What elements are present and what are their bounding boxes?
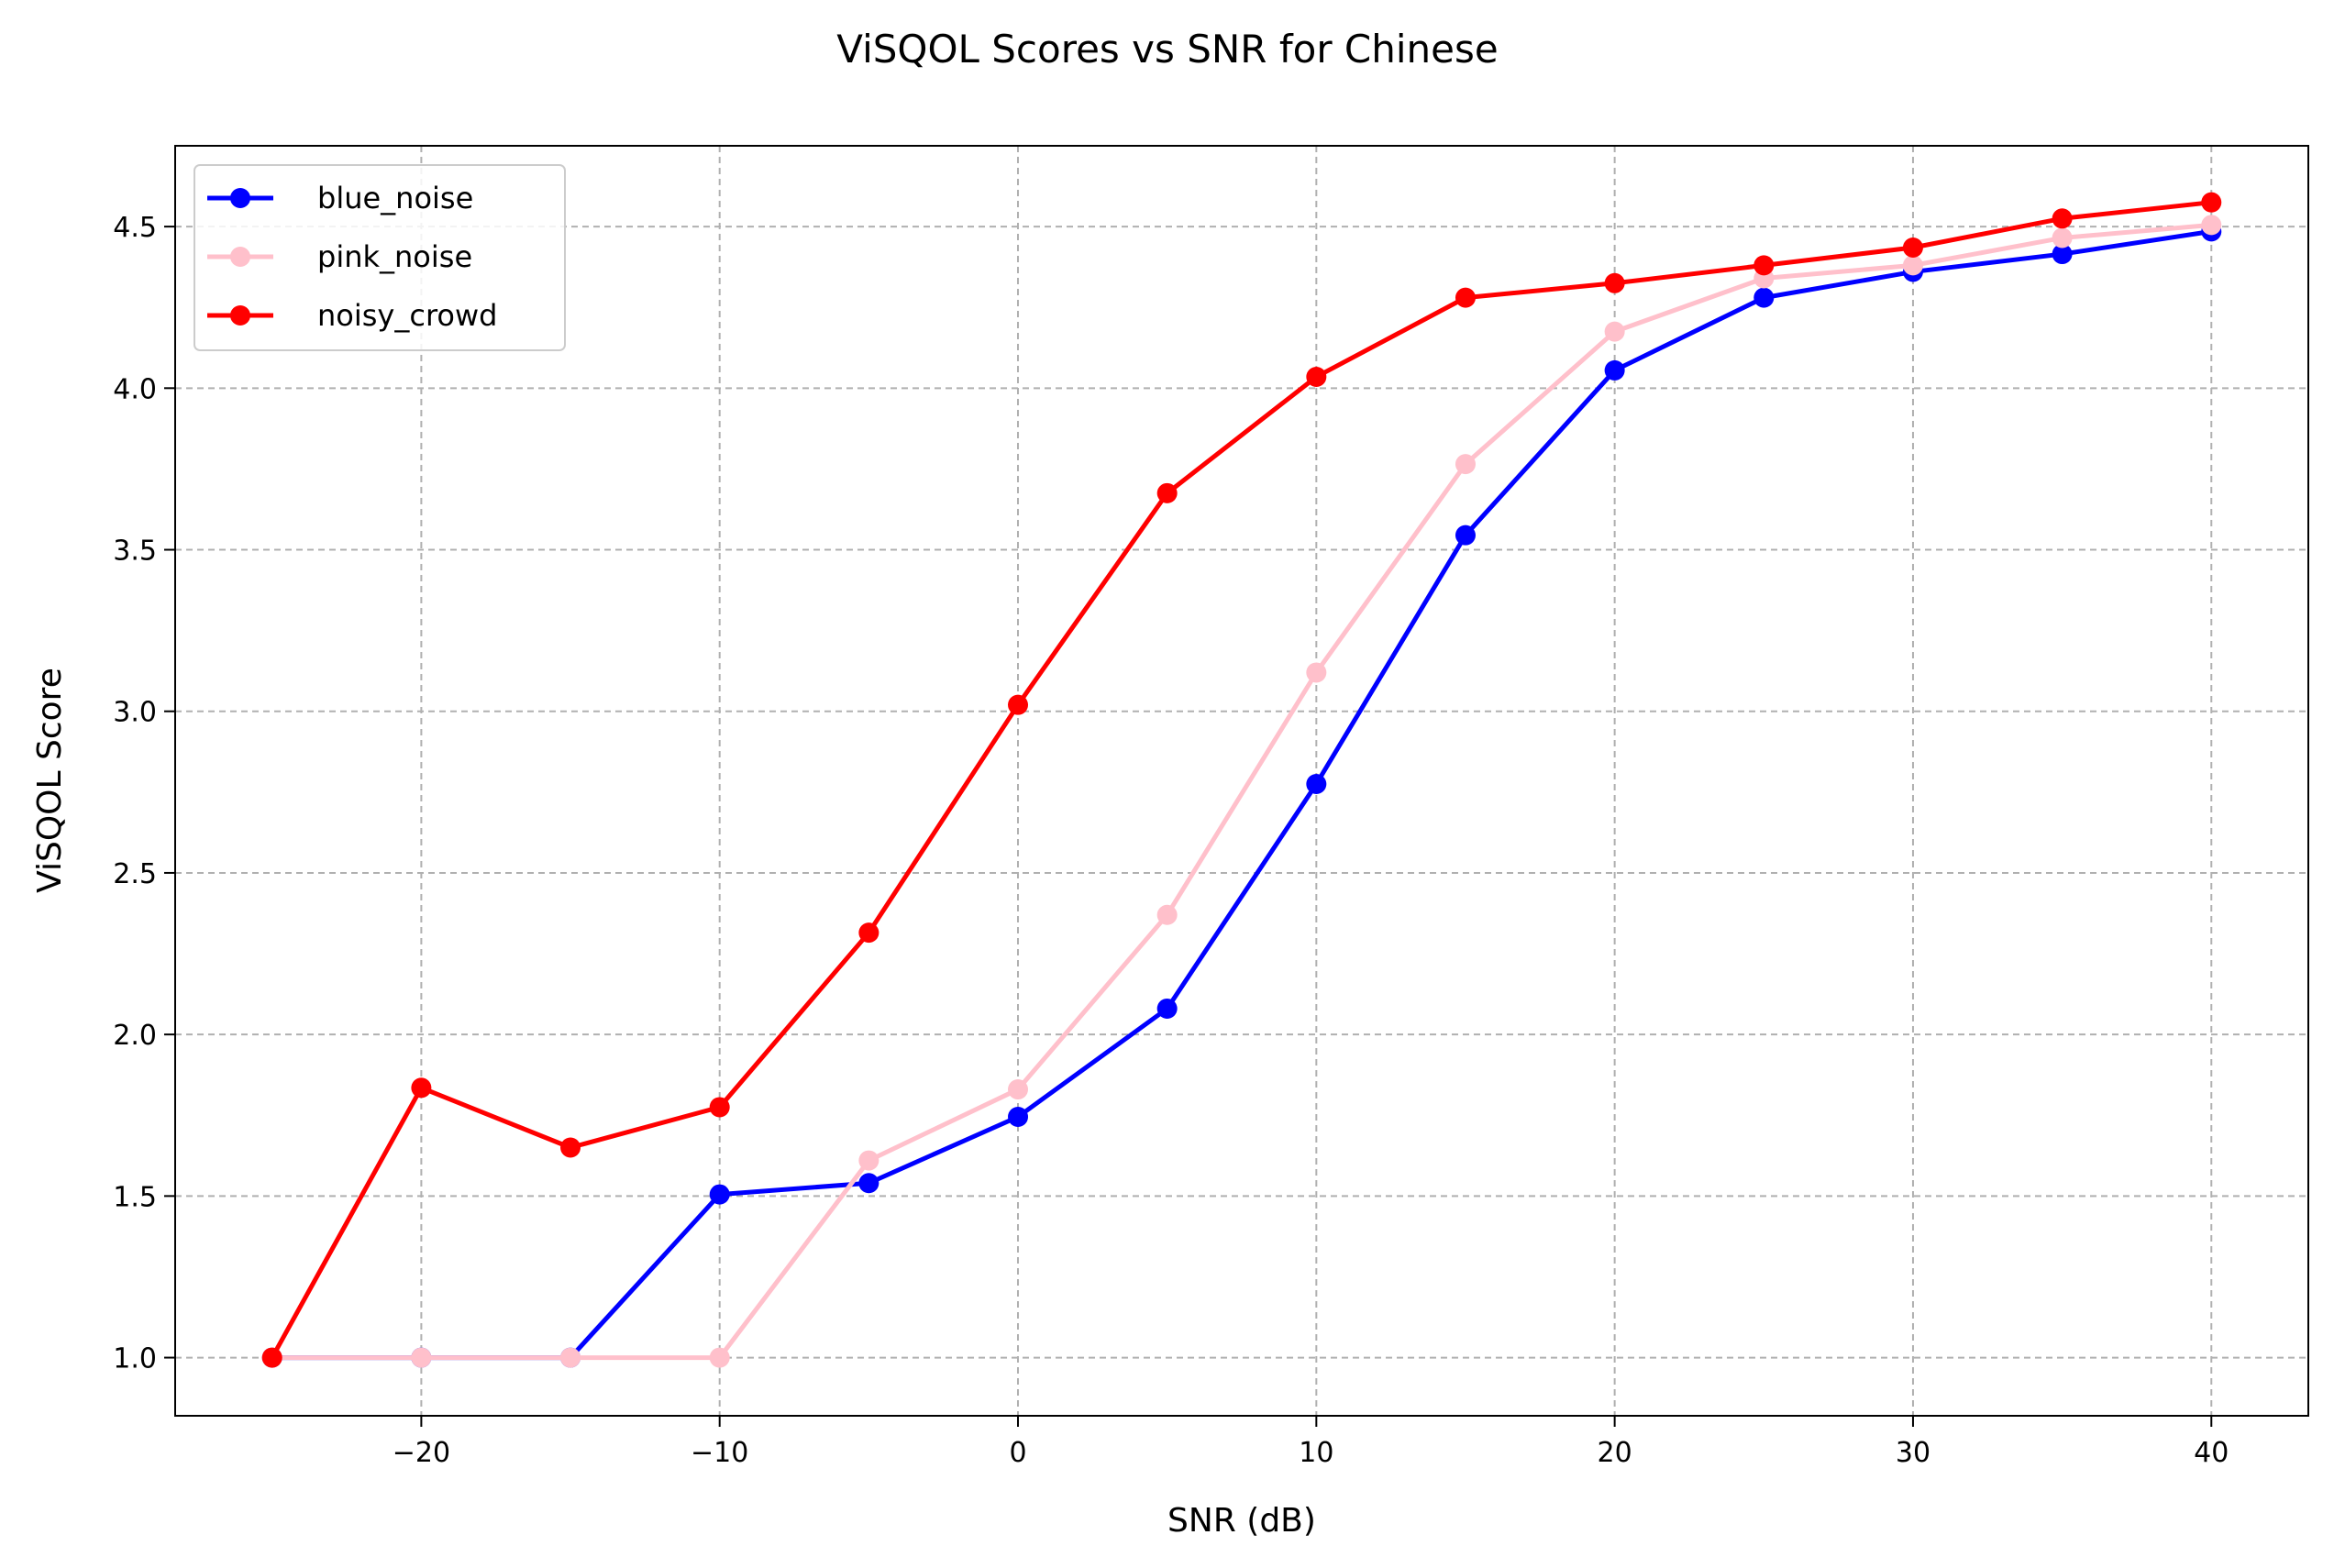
pink-noise-point [1455, 454, 1476, 475]
blue-noise-point [858, 1173, 879, 1194]
pink-noise-point [1902, 255, 1923, 276]
legend-box [194, 164, 566, 351]
pink-noise-point [560, 1347, 581, 1368]
noisy-crowd-point [1902, 237, 1923, 259]
legend-marker-pink-noise [230, 247, 250, 267]
x-tick-label: −10 [691, 1437, 748, 1469]
blue-noise-point [1753, 287, 1775, 308]
blue-noise-point [709, 1184, 730, 1205]
pink-noise-point [1306, 662, 1327, 683]
y-tick-label: 4.5 [113, 212, 157, 244]
x-tick-label: 0 [1009, 1437, 1026, 1469]
noisy-crowd-point [1156, 482, 1178, 503]
noisy-crowd-point [1306, 366, 1327, 387]
noisy-crowd-line [270, 200, 2212, 1359]
blue-noise-point [1156, 998, 1178, 1019]
noisy-crowd-point [709, 1097, 730, 1118]
noisy-crowd-point [560, 1137, 581, 1158]
noisy-crowd-point [2201, 192, 2222, 213]
blue-noise-point [1604, 359, 1625, 381]
legend-marker-blue-noise [230, 188, 250, 208]
x-tick-label: 30 [1896, 1437, 1930, 1469]
pink-noise-point [1156, 904, 1178, 925]
noisy-crowd-point [411, 1077, 432, 1099]
axis-ticks: −20 −10 0 10 20 30 40 1.0 1.5 2.0 2.5 3.0 3.5 4.0 4.5 [113, 212, 2229, 1469]
plot-frame [174, 145, 2309, 1417]
pink-noise-point [1008, 1079, 1029, 1100]
legend-label-blue-noise: blue_noise [317, 181, 473, 215]
blue-noise-point [1455, 525, 1476, 546]
x-tick-label: −20 [393, 1437, 450, 1469]
noisy-crowd-point [1604, 272, 1625, 293]
legend: blue_noise pink_noise noisy_crowd [194, 164, 566, 351]
y-tick-label: 1.5 [113, 1181, 157, 1213]
y-tick-label: 2.5 [113, 858, 157, 890]
blue-noise-point [1008, 1107, 1029, 1128]
blue-noise-point [2052, 244, 2073, 265]
pink-noise-point [411, 1347, 432, 1368]
y-tick-label: 2.0 [113, 1020, 157, 1052]
pink-noise-point [1604, 321, 1625, 342]
y-tick-label: 1.0 [113, 1343, 157, 1375]
y-tick-label: 4.0 [113, 373, 157, 405]
chart-title: ViSQOL Scores vs SNR for Chinese [836, 27, 1498, 72]
pink-noise-point [709, 1347, 730, 1368]
series-noisy-crowd [261, 192, 2222, 1368]
y-tick-label: 3.0 [113, 697, 157, 729]
x-tick-label: 40 [2194, 1437, 2229, 1469]
y-tick-label: 3.5 [113, 536, 157, 568]
blue-noise-line [271, 228, 2212, 1361]
x-tick-label: 20 [1598, 1437, 1632, 1469]
pink-noise-point [2052, 227, 2073, 248]
pink-noise-point [858, 1150, 879, 1171]
noisy-crowd-point [2052, 208, 2073, 229]
legend-label-noisy-crowd: noisy_crowd [317, 298, 497, 333]
noisy-crowd-point [1753, 255, 1775, 276]
x-tick-label: 10 [1299, 1437, 1333, 1469]
y-axis-label: ViSQOL Score [31, 668, 69, 893]
noisy-crowd-point [858, 922, 879, 944]
blue-noise-point [1306, 774, 1327, 795]
legend-label-pink-noise: pink_noise [317, 239, 472, 274]
pink-noise-point [2201, 215, 2222, 236]
noisy-crowd-point [261, 1347, 282, 1368]
pink-noise-line [271, 222, 2212, 1361]
legend-marker-noisy-crowd [230, 305, 250, 326]
series-group [261, 192, 2222, 1368]
x-axis-label: SNR (dB) [1167, 1502, 1316, 1540]
noisy-crowd-point [1008, 694, 1029, 715]
noisy-crowd-point [1455, 287, 1476, 308]
